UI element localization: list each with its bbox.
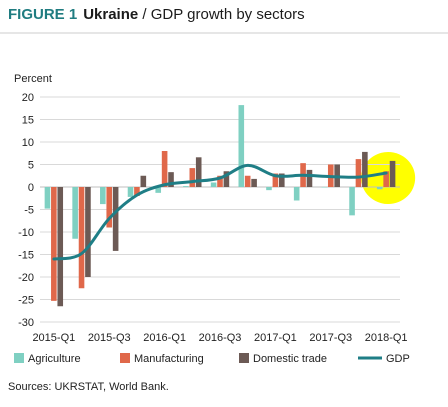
line-gdp bbox=[52, 163, 388, 261]
figure-country: Ukraine bbox=[83, 6, 139, 23]
y-tick-label: 10 bbox=[22, 137, 34, 149]
bar-manufacturing-2018-Q1 bbox=[383, 171, 389, 187]
x-tick-label: 2015-Q1 bbox=[32, 332, 75, 344]
bar-domestic-trade-2015-Q2 bbox=[85, 187, 91, 277]
y-tick-label: 5 bbox=[28, 160, 34, 172]
bar-domestic-trade-2015-Q1 bbox=[57, 187, 64, 307]
y-tick-label: -10 bbox=[18, 227, 34, 239]
y-tick-label: -25 bbox=[18, 295, 34, 307]
x-tick-label: 2017-Q1 bbox=[254, 332, 297, 344]
y-tick-label: 15 bbox=[22, 115, 34, 127]
bar-agriculture-2017-Q2 bbox=[293, 187, 300, 201]
y-tick-label: 20 bbox=[22, 92, 34, 104]
bar-manufacturing-2015-Q2 bbox=[78, 187, 85, 289]
legend-label-manufacturing: Manufacturing bbox=[134, 353, 204, 365]
bar-agriculture-2018-Q1 bbox=[376, 187, 383, 190]
bar-domestic-trade-2017-Q1 bbox=[278, 173, 285, 187]
x-tick-label: 2016-Q1 bbox=[143, 332, 186, 344]
bar-agriculture-2016-Q4 bbox=[238, 105, 245, 187]
bar-manufacturing-2016-Q2 bbox=[189, 168, 196, 187]
bar-domestic-trade-2017-Q4 bbox=[362, 151, 368, 187]
bar-agriculture-2015-Q2 bbox=[72, 187, 78, 239]
bar-agriculture-2016-Q1 bbox=[155, 187, 162, 193]
y-tick-label: -20 bbox=[18, 272, 34, 284]
legend-label-agriculture: Agriculture bbox=[28, 353, 81, 365]
bar-manufacturing-2017-Q1 bbox=[272, 173, 279, 187]
bar-manufacturing-2015-Q3 bbox=[106, 187, 113, 228]
y-tick-label: -30 bbox=[18, 317, 34, 329]
bar-manufacturing-2015-Q4 bbox=[134, 187, 140, 196]
legend-label-domestic-trade: Domestic trade bbox=[253, 353, 327, 365]
bar-domestic-trade-2016-Q3 bbox=[223, 171, 230, 187]
legend-swatch-agriculture bbox=[14, 353, 24, 363]
bar-agriculture-2017-Q3 bbox=[321, 187, 328, 188]
bar-manufacturing-2017-Q4 bbox=[355, 159, 362, 187]
bar-agriculture-2015-Q1 bbox=[44, 187, 51, 209]
bar-domestic-trade-2016-Q4 bbox=[251, 178, 257, 187]
y-tick-label: -15 bbox=[18, 250, 34, 262]
bar-manufacturing-2015-Q1 bbox=[51, 187, 57, 301]
y-axis-label: Percent bbox=[14, 73, 52, 85]
figure-label: FIGURE 1 bbox=[8, 6, 78, 23]
bar-agriculture-2015-Q4 bbox=[127, 187, 134, 197]
y-tick-label: -5 bbox=[24, 205, 34, 217]
legend-label-gdp: GDP bbox=[386, 353, 410, 365]
x-tick-label: 2015-Q3 bbox=[88, 332, 131, 344]
bar-domestic-trade-2015-Q4 bbox=[140, 175, 147, 187]
bar-domestic-trade-2015-Q3 bbox=[112, 187, 119, 251]
bar-agriculture-2016-Q2 bbox=[183, 186, 189, 187]
legend-swatch-manufacturing bbox=[120, 353, 130, 363]
x-tick-label: 2018-Q1 bbox=[365, 332, 408, 344]
bar-agriculture-2015-Q3 bbox=[100, 187, 106, 205]
bar-domestic-trade-2018-Q1 bbox=[389, 160, 396, 187]
figure-title: FIGURE 1 Ukraine / GDP growth by sectors bbox=[8, 6, 305, 23]
bar-manufacturing-2016-Q1 bbox=[161, 151, 168, 187]
figure-separator: / bbox=[138, 6, 151, 23]
bar-domestic-trade-2017-Q2 bbox=[306, 169, 313, 187]
x-tick-label: 2017-Q3 bbox=[309, 332, 352, 344]
x-tick-label: 2016-Q3 bbox=[199, 332, 242, 344]
legend-swatch-domestic-trade bbox=[239, 353, 249, 363]
figure-subtitle: GDP growth by sectors bbox=[150, 6, 305, 23]
bar-domestic-trade-2016-Q1 bbox=[168, 172, 174, 187]
source-note: Sources: UKRSTAT, World Bank. bbox=[8, 381, 169, 393]
bar-agriculture-2017-Q4 bbox=[349, 187, 355, 216]
y-tick-label: 0 bbox=[28, 182, 34, 194]
bar-agriculture-2017-Q1 bbox=[266, 187, 272, 191]
bar-manufacturing-2016-Q4 bbox=[244, 175, 251, 187]
bar-agriculture-2016-Q3 bbox=[210, 182, 217, 187]
bar-manufacturing-2016-Q3 bbox=[217, 175, 223, 187]
bar-domestic-trade-2016-Q2 bbox=[195, 157, 202, 187]
